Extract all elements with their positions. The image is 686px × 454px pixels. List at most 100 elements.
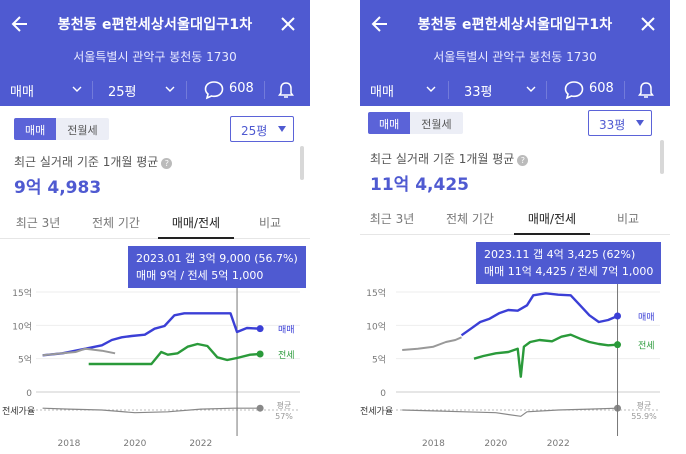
series-end-point bbox=[256, 350, 264, 358]
tab-all-period[interactable]: 전체 기간 bbox=[92, 216, 140, 230]
segment-sale[interactable]: 매매 bbox=[368, 112, 411, 134]
chart-tooltip: 2023.11 갭 4억 3,425 (62%) 매매 11억 4,425 / … bbox=[476, 242, 662, 284]
comment-count[interactable]: 608 bbox=[229, 81, 254, 96]
ratio-avg-value: 55.9% bbox=[631, 412, 657, 421]
x-tick-label: 2018 bbox=[58, 439, 81, 449]
size-dropdown-value: 25평 bbox=[241, 124, 268, 138]
tooltip-prices: 매매 9억 / 전세 5억 1,000 bbox=[136, 269, 264, 282]
y-tick-label: 0 bbox=[26, 389, 32, 399]
y-tick-label: 5억 bbox=[372, 354, 386, 366]
avg-price-label: 최근 실거래 기준 1개월 평균? bbox=[370, 150, 529, 167]
trade-type-select[interactable]: 매매 bbox=[10, 85, 34, 100]
filter-row: 매매 33평 608 bbox=[360, 75, 670, 106]
scrollbar[interactable] bbox=[300, 146, 304, 180]
y-tick-label: 10억 bbox=[12, 320, 32, 332]
series-line bbox=[42, 312, 261, 357]
tab-all-period[interactable]: 전체 기간 bbox=[446, 212, 494, 226]
address: 서울특별시 관악구 봉천동 1730 bbox=[433, 50, 597, 64]
trade-type-select[interactable]: 매매 bbox=[370, 85, 394, 100]
x-tick-label: 2022 bbox=[189, 439, 212, 449]
deal-type-toggle: 매매 전월세 bbox=[14, 118, 109, 140]
chevron-down-icon[interactable] bbox=[72, 84, 82, 94]
size-dropdown[interactable]: 25평 bbox=[230, 116, 294, 142]
ratio-line bbox=[402, 407, 618, 417]
listing-panel-2: 봉천동 e편한세상서울대입구1차 서울특별시 관악구 봉천동 1730 매매 3… bbox=[360, 0, 670, 454]
comment-count[interactable]: 608 bbox=[589, 81, 614, 96]
chevron-down-icon[interactable] bbox=[165, 84, 175, 94]
ratio-avg-label: 평균 bbox=[277, 400, 292, 410]
caret-down-icon bbox=[636, 120, 644, 126]
listing-panel-1: 봉천동 e편한세상서울대입구1차 서울특별시 관악구 봉천동 1730 매매 2… bbox=[0, 0, 310, 454]
tab-compare[interactable]: 비교 bbox=[258, 216, 282, 230]
legend-sale: 매매 bbox=[638, 312, 655, 323]
size-dropdown-value: 33평 bbox=[599, 118, 626, 132]
info-icon[interactable]: ? bbox=[517, 155, 529, 166]
series-line bbox=[460, 292, 618, 337]
avg-price-label: 최근 실거래 기준 1개월 평균? bbox=[14, 153, 173, 170]
header: 봉천동 e편한세상서울대입구1차 서울특별시 관악구 봉천동 1730 매매 2… bbox=[0, 0, 310, 106]
avg-price: 9억 4,983 bbox=[14, 178, 102, 198]
x-tick-label: 2018 bbox=[422, 439, 445, 449]
y-tick-label: 15억 bbox=[12, 287, 32, 299]
y-tick-label: 15억 bbox=[366, 287, 386, 299]
chevron-down-icon[interactable] bbox=[526, 84, 536, 94]
tooltip-gap: 2023.01 갭 3억 9,000 (56.7%) bbox=[136, 252, 298, 265]
legend-jeonse: 전세 bbox=[638, 341, 655, 352]
x-tick-label: 2020 bbox=[123, 439, 146, 449]
close-icon[interactable] bbox=[278, 14, 298, 34]
segment-sale[interactable]: 매매 bbox=[14, 118, 57, 140]
close-icon[interactable] bbox=[638, 14, 658, 34]
comment-icon[interactable] bbox=[203, 79, 225, 101]
back-arrow-icon[interactable] bbox=[10, 14, 30, 34]
tab-sale-jeonse[interactable]: 매매/전세 bbox=[171, 216, 221, 230]
info-icon[interactable]: ? bbox=[161, 158, 173, 169]
segment-rent[interactable]: 전월세 bbox=[410, 112, 463, 134]
series-end-point bbox=[256, 325, 264, 333]
y-tick-label: 5억 bbox=[18, 354, 32, 366]
series-line bbox=[402, 336, 462, 351]
tooltip-prices: 매매 11억 4,425 / 전세 7억 1,000 bbox=[484, 265, 654, 278]
size-filter-select[interactable]: 25평 bbox=[108, 85, 137, 100]
series-end-point bbox=[614, 341, 622, 349]
scrollbar[interactable] bbox=[660, 140, 664, 174]
y-tick-label: 10억 bbox=[366, 320, 386, 332]
series-end-point bbox=[614, 312, 622, 320]
caret-down-icon bbox=[278, 126, 286, 132]
tooltip-gap: 2023.11 갭 4억 3,425 (62%) bbox=[484, 248, 636, 261]
avg-price: 11억 4,425 bbox=[370, 175, 469, 195]
series-line bbox=[88, 342, 261, 366]
back-arrow-icon[interactable] bbox=[370, 14, 390, 34]
size-filter-select[interactable]: 33평 bbox=[464, 85, 493, 100]
address: 서울특별시 관악구 봉천동 1730 bbox=[73, 50, 237, 64]
complex-title: 봉천동 e편한세상서울대입구1차 bbox=[57, 17, 253, 33]
period-tabs: 최근 3년 전체 기간 매매/전세 비교 bbox=[0, 205, 310, 239]
y-tick-label: 0 bbox=[380, 389, 386, 399]
comment-icon[interactable] bbox=[563, 79, 585, 101]
tab-sale-jeonse[interactable]: 매매/전세 bbox=[527, 212, 577, 226]
size-dropdown[interactable]: 33평 bbox=[588, 110, 652, 136]
segment-rent[interactable]: 전월세 bbox=[56, 118, 109, 140]
chevron-down-icon[interactable] bbox=[426, 84, 436, 94]
x-tick-label: 2020 bbox=[484, 439, 507, 449]
bell-icon[interactable] bbox=[636, 80, 656, 100]
ratio-point bbox=[256, 404, 264, 412]
ratio-label: 전세가율 bbox=[360, 406, 393, 417]
ratio-avg-value: 57% bbox=[275, 412, 293, 421]
legend-jeonse: 전세 bbox=[278, 350, 295, 361]
ratio-line bbox=[42, 407, 261, 414]
period-tabs: 최근 3년 전체 기간 매매/전세 비교 bbox=[360, 201, 670, 235]
series-line bbox=[473, 333, 618, 378]
tab-recent-3y[interactable]: 최근 3년 bbox=[15, 216, 61, 230]
chart-tooltip: 2023.01 갭 3억 9,000 (56.7%) 매매 9억 / 전세 5억… bbox=[128, 246, 306, 288]
filter-row: 매매 25평 608 bbox=[0, 75, 310, 106]
ratio-avg-label: 평균 bbox=[637, 400, 652, 410]
deal-type-toggle: 매매 전월세 bbox=[368, 112, 463, 134]
legend-sale: 매매 bbox=[278, 325, 295, 336]
x-tick-label: 2022 bbox=[547, 439, 570, 449]
series-line bbox=[42, 347, 116, 357]
tab-recent-3y[interactable]: 최근 3년 bbox=[369, 212, 415, 226]
tab-compare[interactable]: 비교 bbox=[616, 212, 640, 226]
bell-icon[interactable] bbox=[276, 80, 296, 100]
